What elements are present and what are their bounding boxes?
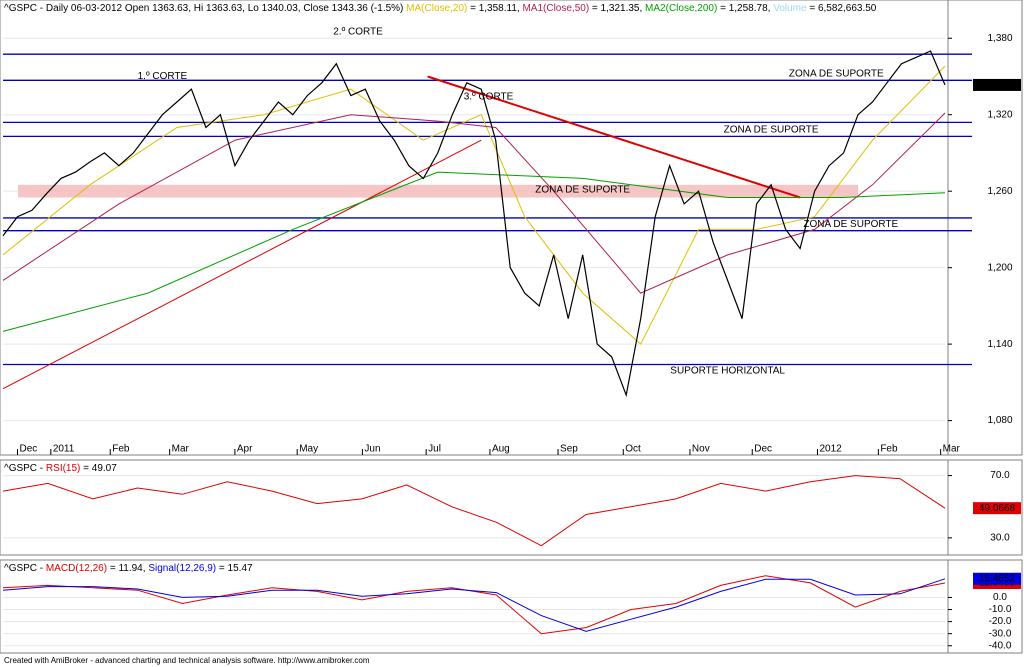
panel-frame <box>0 0 1023 456</box>
annotation: ZONA DE SUPORTE <box>535 185 630 196</box>
value-box <box>973 572 1021 585</box>
x-tick-label: Dec <box>19 444 37 455</box>
header-part: = 6,582,663.50 <box>807 3 877 14</box>
trend-line <box>427 75 801 199</box>
value-label: 1,343.36 <box>978 80 1017 91</box>
y-tick-label: 1,200 <box>987 262 1012 273</box>
header-part: Volume <box>773 3 807 14</box>
x-tick-label: Dec <box>754 444 772 455</box>
indicator-line <box>2 65 946 345</box>
header-part: MACD(12,26) <box>46 563 107 574</box>
y-tick-label: 1,080 <box>987 415 1012 426</box>
panel-header: ^GSPC - RSI(15) = 49.07 <box>4 463 117 474</box>
panel-frame <box>0 459 1023 556</box>
annotation: ZONA DE SUPORTE <box>724 125 819 136</box>
y-tick-label: 1,260 <box>987 186 1012 197</box>
x-tick-label: Nov <box>692 444 710 455</box>
header-part: = 1,321.35, <box>589 3 645 14</box>
value-label: 49.0668 <box>979 503 1016 514</box>
annotation: 2.º CORTE <box>333 27 383 38</box>
value-box <box>973 502 1021 515</box>
header-part: = 1,258.78, <box>717 3 773 14</box>
y-tick-label: 70.0 <box>990 470 1010 481</box>
header-part: ^GSPC - <box>4 463 46 474</box>
x-tick-label: Oct <box>625 444 641 455</box>
header-part: MA(Close,20) <box>406 3 467 14</box>
header-part: = 11.94, <box>107 563 148 574</box>
header-part: = 15.47 <box>216 563 253 574</box>
y-tick-label: -30.0 <box>989 628 1012 639</box>
y-tick-label: -10.0 <box>989 604 1012 615</box>
header-part: ^GSPC - <box>4 563 46 574</box>
x-tick-label: Jun <box>364 444 380 455</box>
value-label: 15.4652 <box>979 573 1016 584</box>
x-tick-label: Mar <box>172 444 190 455</box>
annotation: SUPORTE HORIZONTAL <box>670 366 785 377</box>
header-part: ^GSPC - Daily 06-03-2012 Open 1363.63, H… <box>4 3 406 14</box>
price-line <box>2 475 946 547</box>
panel-header: ^GSPC - MACD(12,26) = 11.94, Signal(12,2… <box>4 563 253 574</box>
x-tick-label: 2012 <box>819 444 842 455</box>
header-part: RSI(15) <box>46 463 80 474</box>
annotation: 1.º CORTE <box>138 71 188 82</box>
header-part: MA1(Close,50) <box>522 3 589 14</box>
annotation: ZONA DE SUPORTE <box>803 219 898 230</box>
x-tick-label: Sep <box>560 444 578 455</box>
annotation: ZONA DE SUPORTE <box>789 69 884 80</box>
price-line <box>2 50 946 398</box>
header-part: MA2(Close,200) <box>645 3 717 14</box>
footer: Created with AmiBroker - advanced charti… <box>4 656 370 665</box>
y-tick-label: 30.0 <box>990 533 1010 544</box>
x-tick-label: May <box>299 444 318 455</box>
header-part: = 49.07 <box>80 463 117 474</box>
indicator-line <box>2 578 946 632</box>
header-part: = 1,358.11, <box>467 3 522 14</box>
annotation: 3.º CORTE <box>464 92 514 103</box>
y-tick-label: 0.0 <box>993 592 1007 603</box>
x-tick-label: Aug <box>492 444 510 455</box>
y-tick-label: -20.0 <box>989 616 1012 627</box>
x-tick-label: 2011 <box>53 444 75 455</box>
y-tick-label: 1,140 <box>987 339 1012 350</box>
x-tick-label: Feb <box>880 444 898 455</box>
support-zone <box>18 184 858 198</box>
x-tick-label: Apr <box>237 444 253 455</box>
header-part: Signal(12,26,9) <box>148 563 216 574</box>
y-tick-label: 1,320 <box>987 109 1012 120</box>
x-tick-label: Mar <box>943 444 961 455</box>
trend-line <box>2 139 482 390</box>
indicator-line <box>2 112 946 294</box>
panel-frame <box>0 559 1023 654</box>
x-tick-label: Jul <box>428 444 441 455</box>
panel-header: ^GSPC - Daily 06-03-2012 Open 1363.63, H… <box>4 3 877 14</box>
indicator-line <box>2 171 946 332</box>
y-tick-label: -40.0 <box>989 640 1012 651</box>
x-tick-label: Feb <box>112 444 130 455</box>
value-box <box>973 78 1021 91</box>
y-tick-label: 1,380 <box>987 33 1012 44</box>
